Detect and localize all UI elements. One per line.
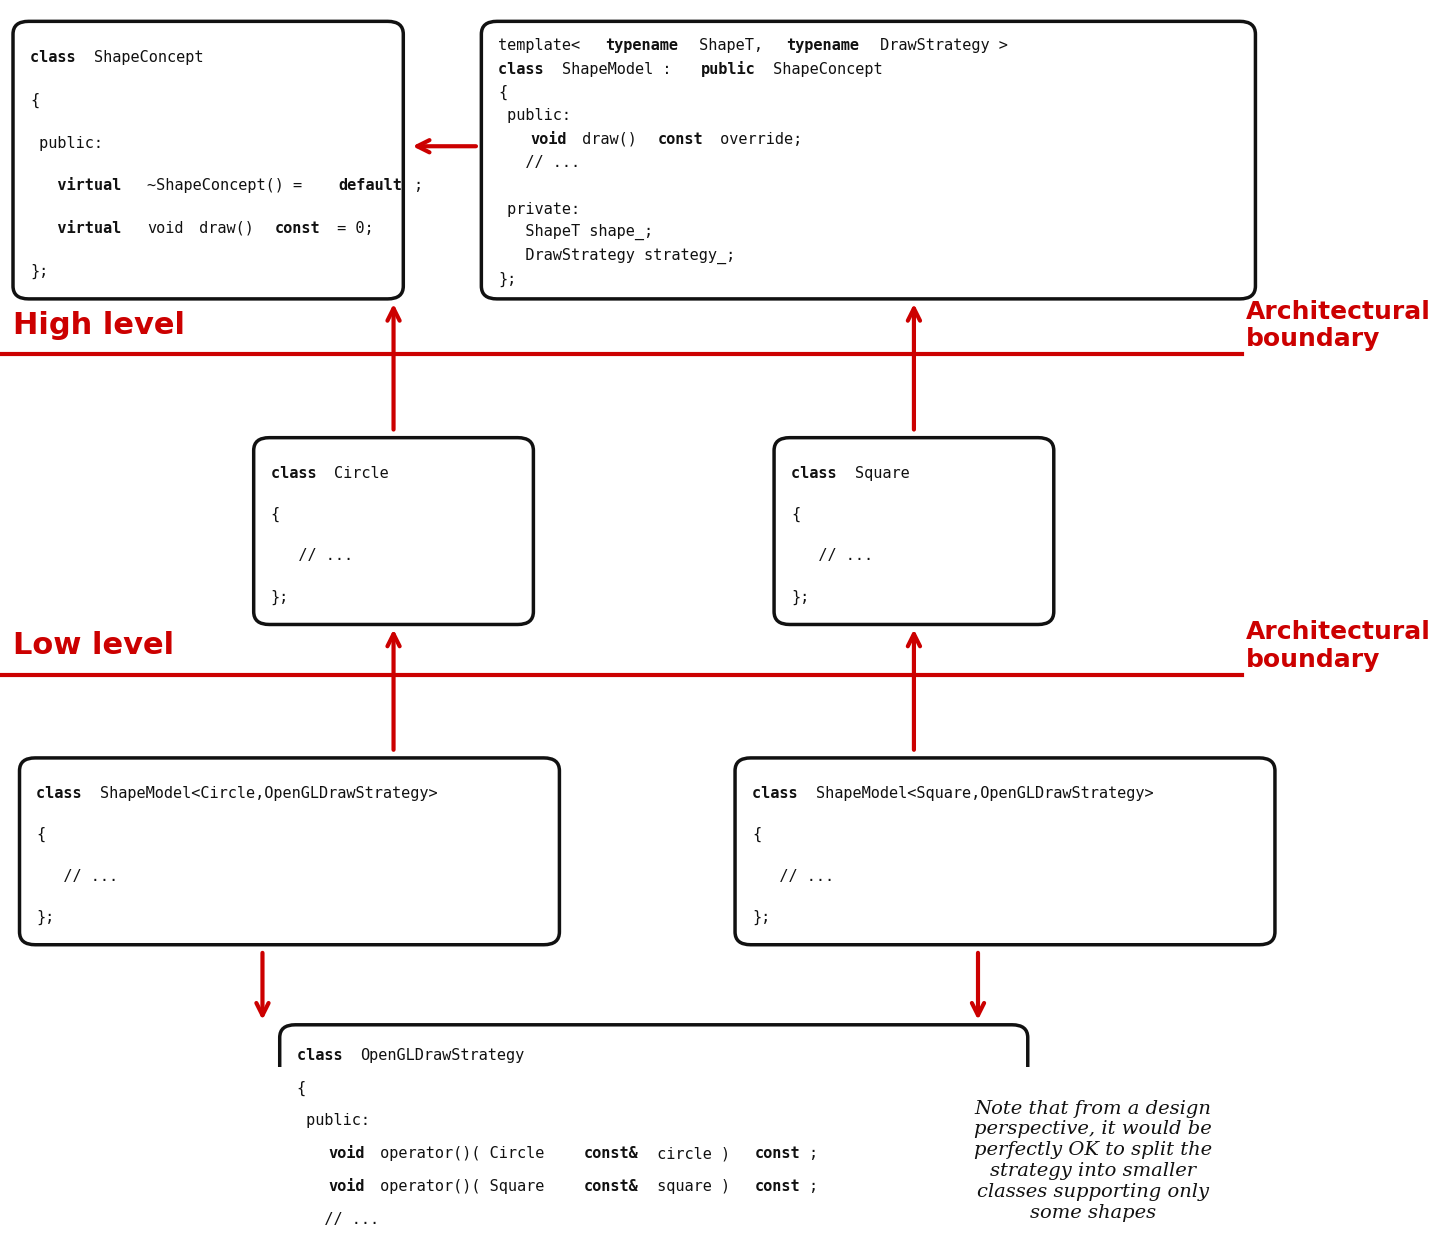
Text: // ...: // ... bbox=[296, 1211, 378, 1226]
Text: public: public bbox=[701, 61, 755, 77]
Text: ;: ; bbox=[413, 179, 422, 193]
Text: DrawStrategy strategy_;: DrawStrategy strategy_; bbox=[498, 248, 735, 264]
Text: // ...: // ... bbox=[498, 155, 580, 170]
Text: };: }; bbox=[30, 264, 47, 279]
Text: class: class bbox=[791, 466, 846, 481]
Text: ShapeModel<Circle,OpenGLDrawStrategy>: ShapeModel<Circle,OpenGLDrawStrategy> bbox=[101, 786, 437, 801]
Text: draw(): draw() bbox=[190, 221, 262, 236]
Text: ;: ; bbox=[807, 1146, 817, 1161]
Text: circle ): circle ) bbox=[648, 1146, 740, 1161]
Text: {: { bbox=[498, 86, 508, 100]
Text: template<: template< bbox=[498, 38, 590, 53]
Text: class: class bbox=[498, 62, 553, 77]
Text: };: }; bbox=[791, 590, 809, 605]
Text: void: void bbox=[147, 221, 184, 236]
Text: void: void bbox=[328, 1146, 366, 1161]
Text: {: { bbox=[30, 93, 39, 108]
Text: typename: typename bbox=[604, 38, 678, 53]
Text: // ...: // ... bbox=[271, 548, 353, 563]
Text: Architectural
boundary: Architectural boundary bbox=[1246, 620, 1432, 672]
FancyBboxPatch shape bbox=[13, 21, 403, 299]
Text: default: default bbox=[338, 179, 403, 193]
Text: Circle: Circle bbox=[334, 466, 389, 481]
Text: Low level: Low level bbox=[13, 631, 174, 661]
Text: = 0;: = 0; bbox=[328, 221, 374, 236]
Text: ShapeT,: ShapeT, bbox=[689, 38, 771, 53]
FancyBboxPatch shape bbox=[253, 438, 534, 625]
Text: ~ShapeConcept() =: ~ShapeConcept() = bbox=[147, 179, 311, 193]
Text: {: { bbox=[753, 827, 761, 842]
Text: const&: const& bbox=[584, 1146, 639, 1161]
Text: Architectural
boundary: Architectural boundary bbox=[1246, 300, 1432, 351]
Text: ;: ; bbox=[807, 1179, 817, 1194]
Text: virtual: virtual bbox=[30, 221, 131, 236]
FancyBboxPatch shape bbox=[20, 758, 560, 945]
Text: const: const bbox=[275, 221, 321, 236]
Text: class: class bbox=[753, 786, 807, 801]
Text: operator()( Square: operator()( Square bbox=[371, 1179, 554, 1194]
Text: typename: typename bbox=[786, 38, 859, 53]
FancyBboxPatch shape bbox=[774, 438, 1053, 625]
Text: private:: private: bbox=[498, 202, 580, 217]
Text: class: class bbox=[296, 1048, 351, 1063]
Text: Note that from a design
perspective, it would be
perfectly OK to split the
strat: Note that from a design perspective, it … bbox=[974, 1100, 1212, 1221]
Text: DrawStrategy >: DrawStrategy > bbox=[871, 38, 1007, 53]
Text: const: const bbox=[658, 131, 704, 146]
Text: const: const bbox=[754, 1146, 800, 1161]
Text: ShapeConcept: ShapeConcept bbox=[94, 50, 203, 66]
Text: };: }; bbox=[498, 272, 517, 286]
Text: // ...: // ... bbox=[791, 548, 873, 563]
Text: ShapeModel :: ShapeModel : bbox=[563, 62, 681, 77]
Text: public:: public: bbox=[296, 1114, 370, 1128]
Text: };: }; bbox=[36, 910, 55, 925]
Text: class: class bbox=[271, 466, 325, 481]
Text: {: { bbox=[271, 507, 279, 522]
Text: virtual: virtual bbox=[30, 179, 131, 193]
Text: override;: override; bbox=[711, 131, 803, 146]
Text: const&: const& bbox=[584, 1179, 639, 1194]
Text: };: }; bbox=[271, 590, 289, 605]
Text: void: void bbox=[530, 131, 567, 146]
Text: OpenGLDrawStrategy: OpenGLDrawStrategy bbox=[361, 1048, 525, 1063]
Text: draw(): draw() bbox=[573, 131, 646, 146]
Text: class: class bbox=[36, 786, 91, 801]
FancyBboxPatch shape bbox=[735, 758, 1275, 945]
Text: // ...: // ... bbox=[753, 869, 835, 884]
FancyBboxPatch shape bbox=[279, 1024, 1027, 1240]
Text: ShapeConcept: ShapeConcept bbox=[764, 62, 884, 77]
Text: {: { bbox=[791, 507, 800, 522]
Text: {: { bbox=[36, 827, 46, 842]
Text: public:: public: bbox=[498, 108, 571, 123]
Text: square ): square ) bbox=[648, 1179, 740, 1194]
Text: };: }; bbox=[753, 910, 770, 925]
Text: const: const bbox=[754, 1179, 800, 1194]
Text: High level: High level bbox=[13, 311, 186, 340]
Text: void: void bbox=[328, 1179, 366, 1194]
Text: ShapeModel<Square,OpenGLDrawStrategy>: ShapeModel<Square,OpenGLDrawStrategy> bbox=[816, 786, 1154, 801]
Text: public:: public: bbox=[30, 135, 104, 150]
FancyBboxPatch shape bbox=[482, 21, 1255, 299]
Text: // ...: // ... bbox=[36, 869, 118, 884]
Text: Square: Square bbox=[855, 466, 909, 481]
Text: class: class bbox=[30, 50, 85, 66]
Text: {: { bbox=[296, 1080, 305, 1095]
Text: operator()( Circle: operator()( Circle bbox=[371, 1146, 554, 1161]
Text: ShapeT shape_;: ShapeT shape_; bbox=[498, 224, 653, 241]
